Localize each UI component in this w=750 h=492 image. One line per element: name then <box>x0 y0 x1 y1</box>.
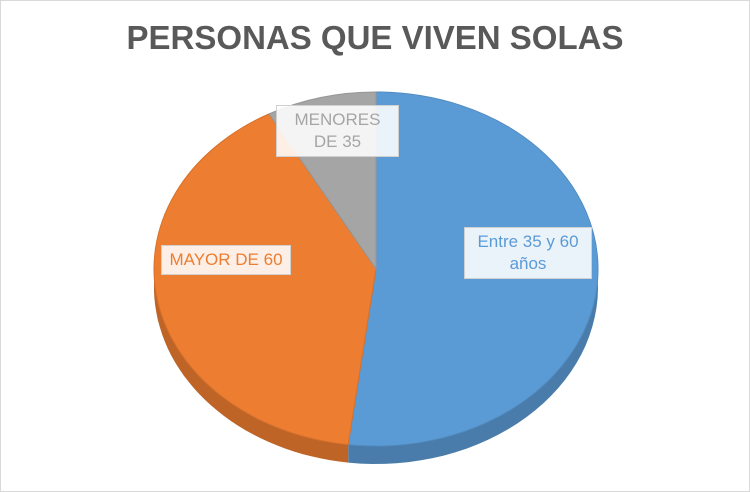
pie-slice <box>153 113 377 446</box>
chart-title: PERSONAS QUE VIVEN SOLAS <box>126 19 624 56</box>
slice-label: MENORES DE 35 <box>276 105 399 157</box>
slice-label: MAYOR DE 60 <box>161 245 291 275</box>
slice-label: Entre 35 y 60 años <box>464 227 592 279</box>
